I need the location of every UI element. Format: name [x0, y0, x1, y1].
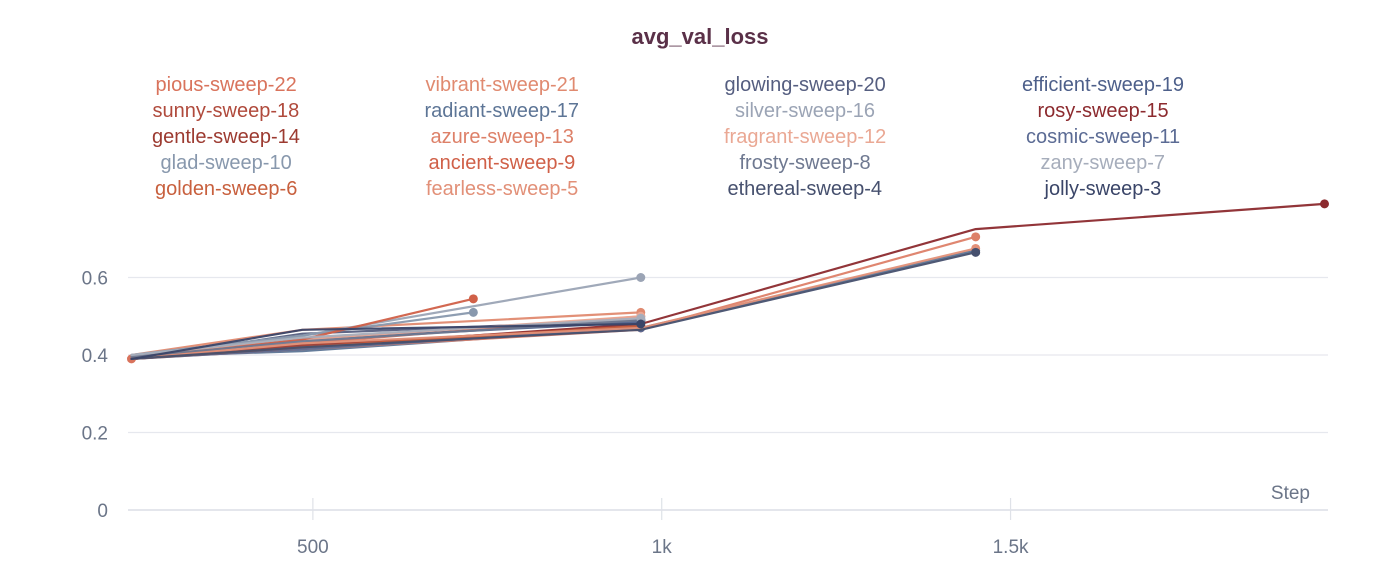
y-tick-label: 0.6: [82, 269, 108, 290]
legend-item[interactable]: efficient-sweep-19: [1022, 74, 1184, 96]
legend-item[interactable]: glowing-sweep-20: [724, 74, 886, 96]
series-end-point[interactable]: [468, 294, 478, 304]
series-end-point[interactable]: [636, 319, 646, 329]
chart-legend: pious-sweep-22 vibrant-sweep-21 glowing-sw…: [0, 72, 1400, 212]
legend-item[interactable]: rosy-sweep-15: [1037, 100, 1169, 122]
y-tick-label: 0: [97, 501, 108, 522]
series-end-point[interactable]: [1320, 199, 1330, 209]
legend-item[interactable]: radiant-sweep-17: [424, 100, 580, 122]
axis-layer: 0 0.2 0.4 0.6 500 1k 1.5k Step: [82, 269, 1328, 558]
series-end-point[interactable]: [971, 232, 981, 242]
series-end-point[interactable]: [636, 273, 646, 282]
series-end-point[interactable]: [468, 307, 478, 317]
legend-item[interactable]: silver-sweep-16: [735, 100, 876, 122]
legend-item[interactable]: golden-sweep-6: [155, 178, 298, 200]
y-tick-label: 0.2: [82, 424, 108, 445]
legend-item[interactable]: vibrant-sweep-21: [425, 74, 579, 96]
legend-item[interactable]: jolly-sweep-3: [1044, 178, 1162, 200]
legend-item[interactable]: fragrant-sweep-12: [724, 126, 887, 148]
legend-item[interactable]: sunny-sweep-18: [152, 100, 300, 122]
series-line[interactable]: [130, 319, 642, 358]
x-tick-label: 1k: [652, 537, 673, 558]
legend-item[interactable]: ethereal-sweep-4: [727, 178, 883, 200]
chart-title: avg_val_loss: [631, 24, 769, 49]
series-line[interactable]: [130, 251, 977, 360]
legend-item[interactable]: ancient-sweep-9: [428, 152, 576, 174]
x-tick-label: 1.5k: [993, 537, 1029, 558]
legend-item[interactable]: zany-sweep-7: [1040, 152, 1166, 174]
series-jolly-sweep-3: [130, 319, 646, 360]
legend-item[interactable]: azure-sweep-13: [430, 126, 574, 148]
legend-item[interactable]: fearless-sweep-5: [426, 178, 579, 200]
legend-item[interactable]: pious-sweep-22: [155, 74, 297, 96]
y-tick-label: 0.4: [82, 346, 109, 367]
series-end-point[interactable]: [971, 247, 981, 257]
series-layer: [126, 199, 1330, 364]
series-ethereal-sweep-4: [130, 247, 981, 360]
x-axis-label: Step: [1271, 483, 1310, 504]
legend-item[interactable]: cosmic-sweep-11: [1026, 126, 1181, 148]
grid-layer: [128, 276, 1328, 511]
legend-item[interactable]: glad-sweep-10: [160, 152, 292, 174]
series-line[interactable]: [130, 247, 977, 360]
legend-item[interactable]: frosty-sweep-8: [739, 152, 871, 174]
x-tick-label: 500: [297, 537, 329, 558]
series-line[interactable]: [130, 322, 642, 360]
legend-item[interactable]: gentle-sweep-14: [152, 126, 300, 148]
series-line[interactable]: [130, 202, 1326, 360]
